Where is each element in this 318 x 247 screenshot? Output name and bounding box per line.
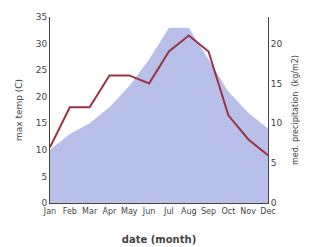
svg-text:Jul: Jul	[163, 207, 174, 216]
svg-text:Jan: Jan	[43, 207, 56, 216]
svg-text:Feb: Feb	[63, 207, 77, 216]
svg-text:Aug: Aug	[181, 207, 197, 216]
svg-text:Sep: Sep	[201, 207, 216, 216]
svg-text:5: 5	[41, 172, 47, 182]
svg-text:15: 15	[36, 118, 47, 128]
svg-text:med. precipitation (kg/m2): med. precipitation (kg/m2)	[291, 55, 300, 165]
svg-text:Mar: Mar	[82, 207, 98, 216]
svg-text:Jun: Jun	[142, 207, 156, 216]
svg-text:20: 20	[36, 92, 48, 102]
svg-text:0: 0	[271, 198, 277, 208]
svg-text:max temp (C): max temp (C)	[14, 79, 24, 141]
svg-text:15: 15	[271, 79, 282, 89]
svg-text:5: 5	[271, 158, 277, 168]
svg-text:Nov: Nov	[240, 207, 256, 216]
svg-text:Dec: Dec	[260, 207, 275, 216]
svg-text:25: 25	[36, 65, 47, 75]
svg-text:Apr: Apr	[103, 207, 118, 216]
svg-text:35: 35	[36, 12, 47, 22]
svg-text:10: 10	[36, 145, 48, 155]
svg-text:Oct: Oct	[221, 207, 235, 216]
svg-text:date (month): date (month)	[122, 234, 196, 245]
svg-text:20: 20	[271, 39, 283, 49]
svg-text:30: 30	[36, 39, 48, 49]
svg-text:0: 0	[41, 198, 47, 208]
svg-text:10: 10	[271, 118, 283, 128]
svg-text:May: May	[121, 207, 138, 216]
